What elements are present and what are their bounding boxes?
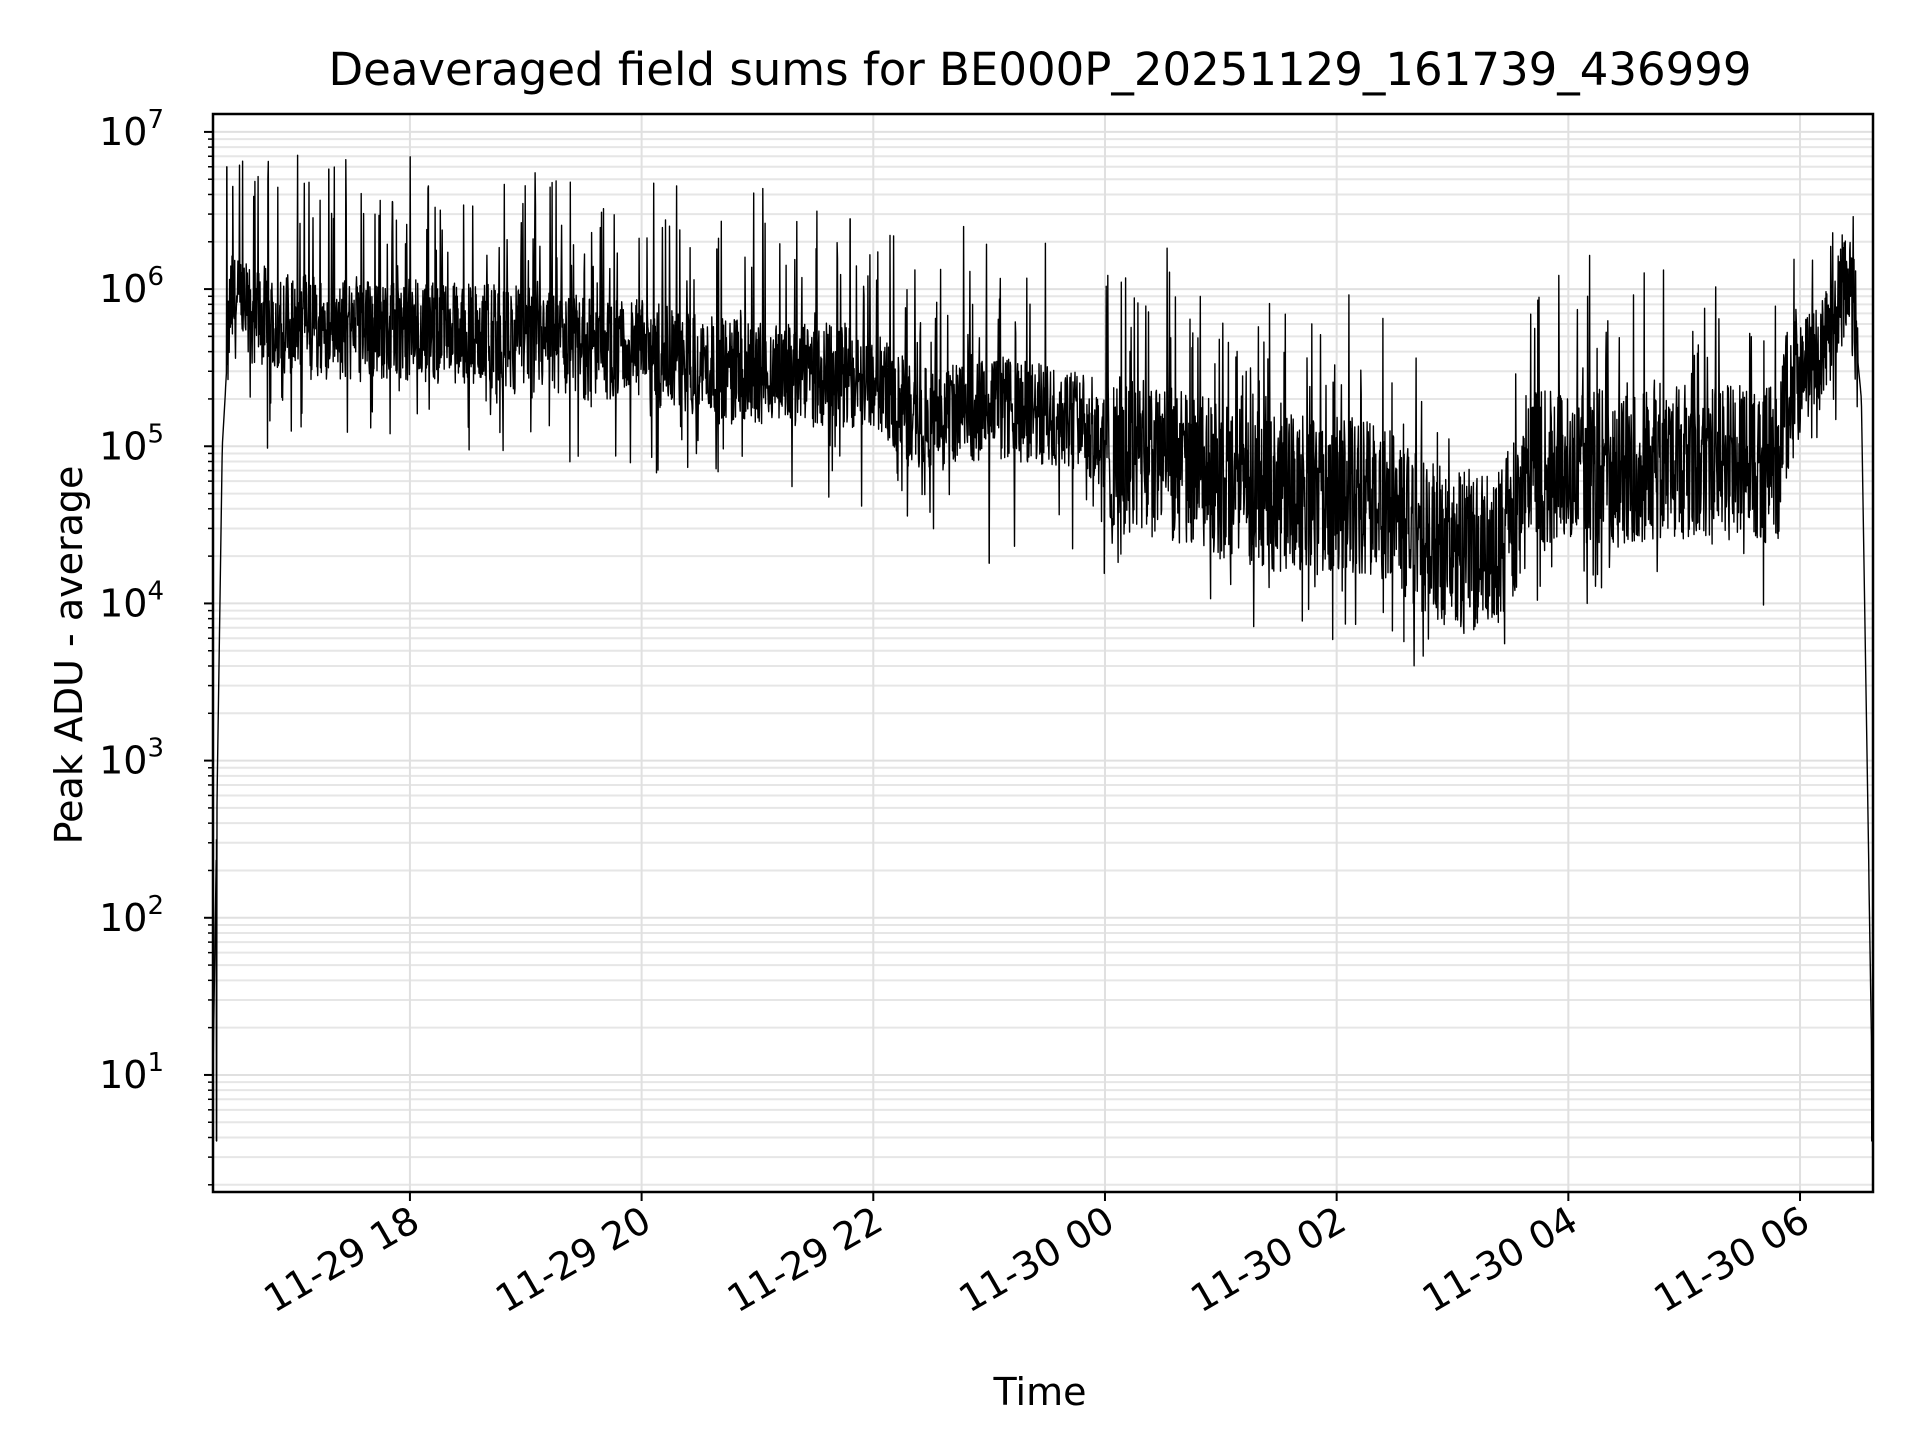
y-tick-label: 107	[99, 105, 164, 154]
y-axis-label: Peak ADU - average	[47, 466, 91, 845]
series-layer	[212, 154, 1874, 1142]
y-tick-label: 103	[99, 734, 164, 783]
y-tick-label: 102	[99, 891, 164, 940]
chart-title: Deaveraged field sums for BE000P_2025112…	[329, 43, 1752, 96]
y-tick-label: 106	[99, 262, 164, 311]
y-tick-label: 104	[99, 576, 164, 625]
x-axis-label: Time	[993, 1370, 1087, 1414]
series-line	[212, 154, 1874, 1142]
y-tick-label: 105	[99, 419, 164, 468]
plot-frame	[211, 112, 1875, 1194]
y-tick-label: 101	[99, 1048, 164, 1097]
